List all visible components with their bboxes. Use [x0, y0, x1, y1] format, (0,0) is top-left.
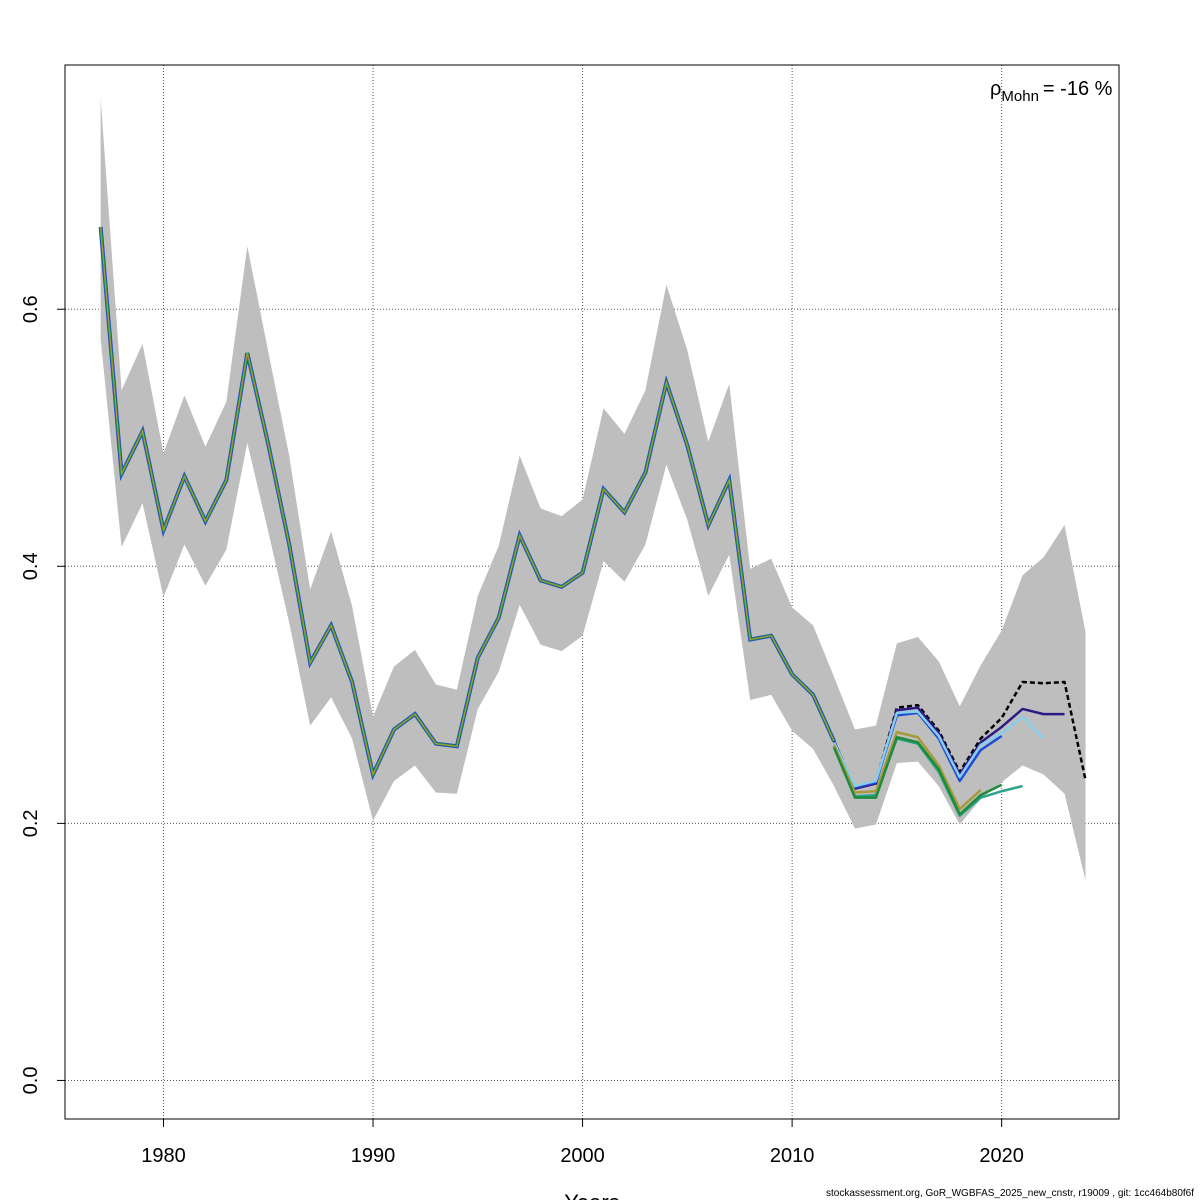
series-lines [98, 226, 1087, 817]
series-line-7 [832, 735, 1003, 816]
base-line-top [100, 226, 835, 777]
series-line-6 [832, 730, 982, 811]
y-tick-label: 0.2 [20, 809, 42, 837]
mohn-rho-annotation: ρMohn = -16 % [990, 78, 1113, 105]
y-tick-label: 0.6 [20, 295, 42, 323]
series-line-4 [832, 710, 1045, 788]
x-tick-label: 2000 [560, 1145, 605, 1167]
plot-frame [64, 64, 1120, 1120]
svg-text:ρMohn= -16 %: ρMohn = -16 % [990, 78, 1113, 105]
x-axis-label: Years [564, 1190, 619, 1200]
footer-credit: stockassessment.org, GoR_WGBFAS_2025_new… [826, 1188, 1194, 1199]
rho-value: = -16 % [1043, 78, 1113, 100]
y-axis: 0.0 0.2 0.4 0.6 [20, 295, 65, 1094]
y-tick-label: 0.4 [20, 552, 42, 580]
rho-symbol: ρ [990, 78, 1001, 100]
x-tick-label: 2010 [770, 1145, 815, 1167]
x-axis: 1980 1990 2000 2010 2020 [141, 1119, 1024, 1167]
confidence-band [100, 98, 1086, 880]
x-tick-label: 1990 [351, 1145, 396, 1167]
x-tick-label: 1980 [141, 1145, 186, 1167]
y-tick-label: 0.0 [20, 1067, 42, 1095]
rho-subscript: Mohn [1001, 88, 1039, 105]
x-tick-label: 2020 [979, 1145, 1024, 1167]
confidence-band-area [100, 98, 1086, 880]
